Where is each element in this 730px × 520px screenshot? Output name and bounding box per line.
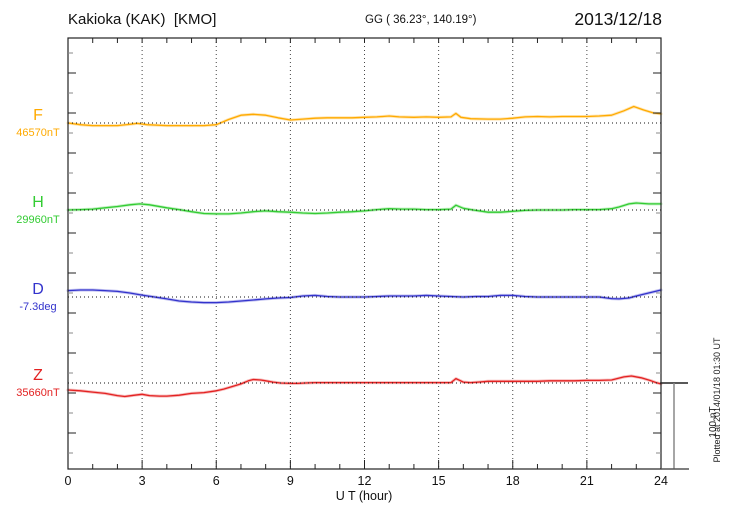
- x-tick-label: 21: [579, 474, 594, 488]
- channel-baseline-value-F: 46570nT: [16, 127, 60, 139]
- station-title: Kakioka (KAK) [KMO]: [68, 11, 217, 28]
- channel-label-D: D -7.3deg: [12, 281, 64, 314]
- x-tick-label: 18: [505, 474, 520, 488]
- channel-label-Z: Z 35660nT: [12, 367, 64, 400]
- channel-letter-F: F: [33, 107, 43, 124]
- observation-date: 2013/12/18: [574, 9, 662, 29]
- channel-letter-Z: Z: [33, 367, 43, 384]
- channel-label-F: F 46570nT: [12, 107, 64, 140]
- channel-letter-D: D: [32, 281, 44, 298]
- channel-baseline-value-H: 29960nT: [16, 214, 60, 226]
- x-tick-label: 6: [212, 474, 220, 488]
- channel-letter-H: H: [32, 194, 44, 211]
- x-tick-label: 12: [357, 474, 372, 488]
- x-tick-label: 0: [64, 474, 72, 488]
- x-tick-label: 24: [654, 474, 668, 488]
- x-tick-label: 3: [138, 474, 146, 488]
- channel-baseline-value-D: -7.3deg: [19, 301, 57, 313]
- channel-baseline-value-Z: 35660nT: [16, 387, 60, 399]
- geographic-coordinates: GG ( 36.23°, 140.19°): [365, 14, 477, 26]
- plotted-at-timestamp: Plotted at 2014/01/18 01:30 UT: [712, 337, 722, 463]
- x-tick-label: 9: [286, 474, 294, 488]
- x-axis-label: U T (hour): [335, 489, 393, 503]
- channel-label-H: H 29960nT: [12, 194, 64, 227]
- scale-bar-label: 100 nT 0.5 deg: [686, 400, 719, 444]
- x-tick-label: 15: [431, 474, 446, 488]
